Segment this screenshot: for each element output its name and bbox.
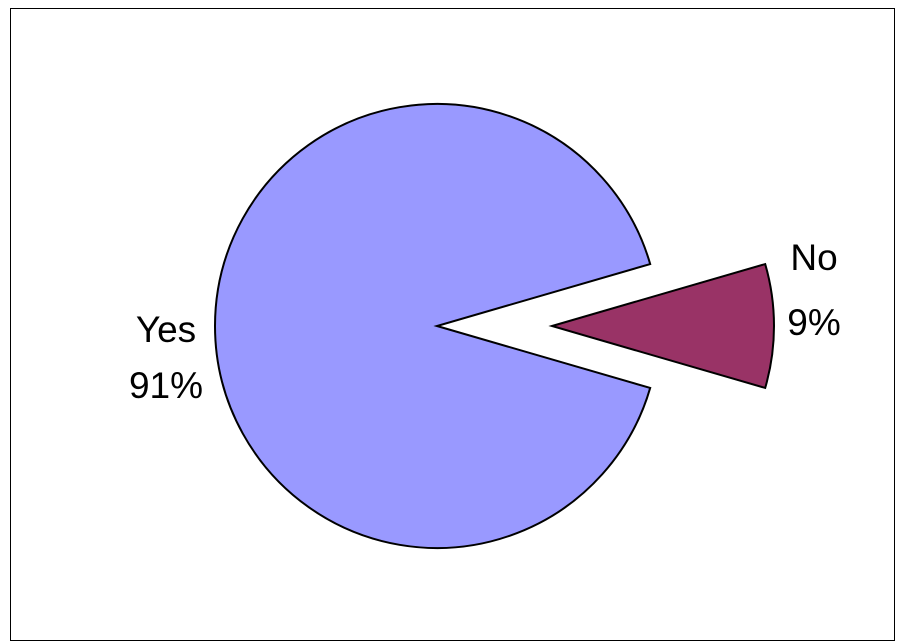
slice-label-no-name: No <box>790 237 837 278</box>
pie-slice-no <box>548 262 775 390</box>
slice-label-yes-name: Yes <box>136 309 196 350</box>
slice-label-no-percent: 9% <box>787 302 840 343</box>
slice-labels: Yes 91% No 9% <box>129 237 841 406</box>
pie-slices <box>214 103 775 549</box>
slice-label-yes-percent: 91% <box>129 365 203 406</box>
pie-slice-yes <box>214 103 652 549</box>
